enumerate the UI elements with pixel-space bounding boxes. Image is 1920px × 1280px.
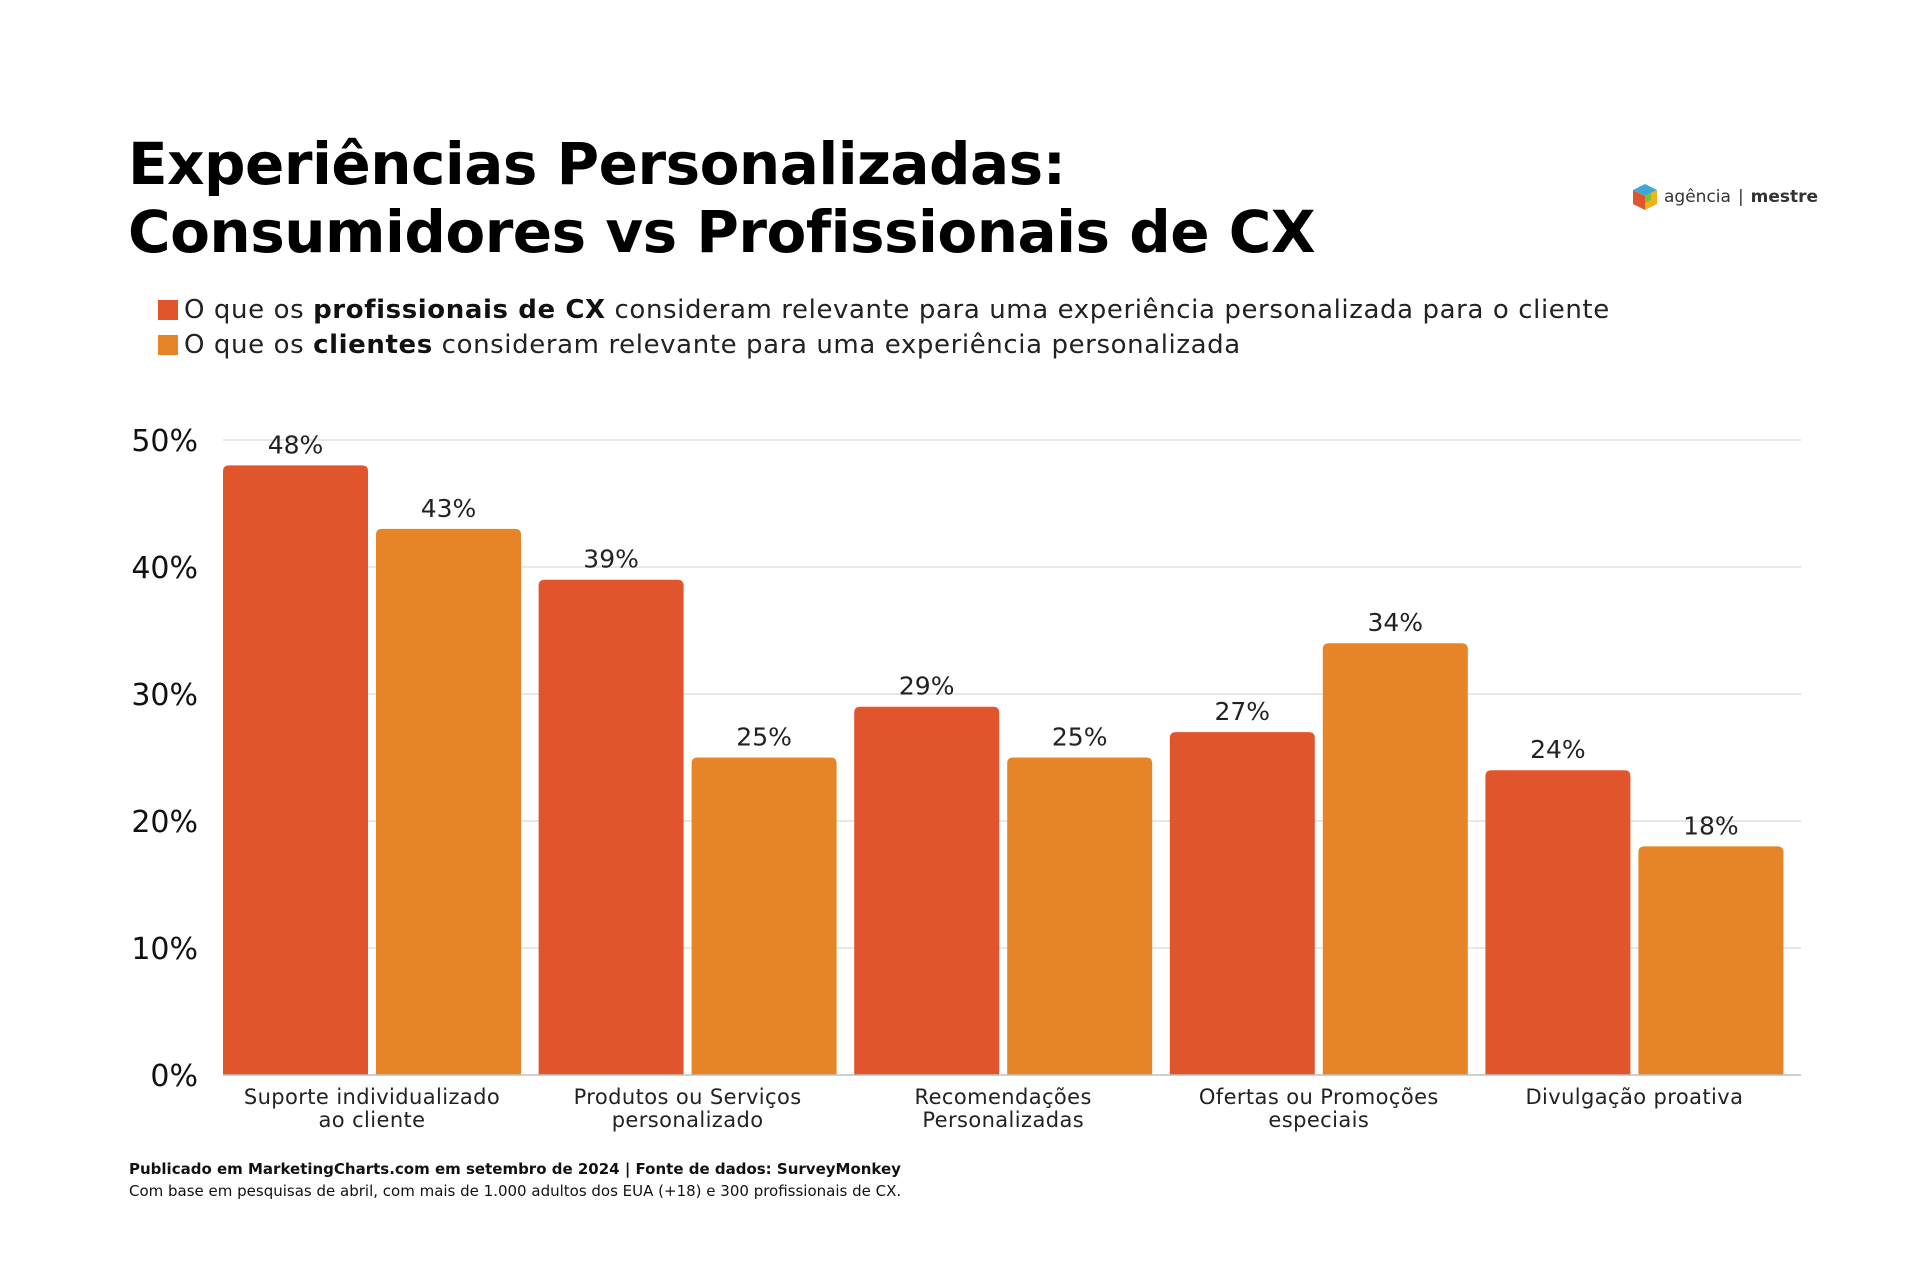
y-tick-label: 0% xyxy=(150,1059,198,1094)
y-tick-label: 30% xyxy=(131,678,198,713)
footer: Publicado em MarketingCharts.com em sete… xyxy=(129,1158,901,1202)
logo-text-mestre: mestre xyxy=(1750,187,1819,207)
y-tick-label: 50% xyxy=(131,424,198,459)
title-line-1: Experiências Personalizadas: xyxy=(128,130,1066,198)
category-label: Suporte individualizado xyxy=(244,1085,500,1109)
bar xyxy=(1485,770,1631,1075)
bar xyxy=(1322,643,1468,1075)
bar xyxy=(376,528,521,1075)
footer-source: Publicado em MarketingCharts.com em sete… xyxy=(129,1160,901,1178)
bar xyxy=(223,465,368,1075)
legend: O que os profissionais de CX consideram … xyxy=(158,292,1610,362)
data-label: 34% xyxy=(1368,608,1424,637)
chart-title: Experiências Personalizadas: Consumidore… xyxy=(128,130,1316,266)
legend-item-clients: O que os clientes consideram relevante p… xyxy=(158,327,1610,362)
bar xyxy=(1007,757,1153,1075)
category-label: Personalizadas xyxy=(922,1108,1084,1132)
cube-logo-icon xyxy=(1633,184,1657,210)
footer-note: Com base em pesquisas de abril, com mais… xyxy=(129,1182,902,1200)
bar xyxy=(1169,732,1315,1075)
y-tick-label: 20% xyxy=(131,805,198,840)
legend-text-clients: O que os clientes consideram relevante p… xyxy=(184,329,1241,360)
category-label: Divulgação proativa xyxy=(1525,1085,1743,1109)
data-label: 29% xyxy=(899,672,955,701)
legend-item-professionals: O que os profissionais de CX consideram … xyxy=(158,292,1610,327)
logo-separator: | xyxy=(1737,187,1744,207)
y-tick-label: 10% xyxy=(131,932,198,967)
bar xyxy=(1638,846,1784,1075)
category-label: Ofertas ou Promoções xyxy=(1199,1085,1439,1109)
legend-swatch-professionals xyxy=(158,299,178,320)
bar xyxy=(691,757,837,1075)
data-label: 48% xyxy=(268,430,324,459)
agencia-mestre-logo: agência | mestre xyxy=(1632,183,1818,211)
data-label: 39% xyxy=(583,545,639,574)
y-tick-label: 40% xyxy=(131,551,198,586)
data-label: 43% xyxy=(421,494,477,523)
category-label: personalizado xyxy=(612,1108,764,1132)
logo-text-agencia: agência xyxy=(1664,187,1731,207)
category-label: especiais xyxy=(1268,1108,1369,1132)
legend-text-professionals: O que os profissionais de CX consideram … xyxy=(184,294,1610,325)
category-label: Produtos ou Serviços xyxy=(574,1085,802,1109)
data-label: 25% xyxy=(736,723,792,752)
title-line-2: Consumidores vs Profissionais de CX xyxy=(128,198,1316,266)
data-label: 25% xyxy=(1052,723,1108,752)
data-label: 18% xyxy=(1683,811,1739,840)
legend-swatch-clients xyxy=(158,334,178,355)
data-label: 24% xyxy=(1530,735,1586,764)
bar xyxy=(854,706,1000,1075)
category-label: ao cliente xyxy=(319,1108,426,1132)
bar xyxy=(538,579,684,1075)
data-label: 27% xyxy=(1215,697,1271,726)
category-label: Recomendações xyxy=(915,1085,1092,1109)
